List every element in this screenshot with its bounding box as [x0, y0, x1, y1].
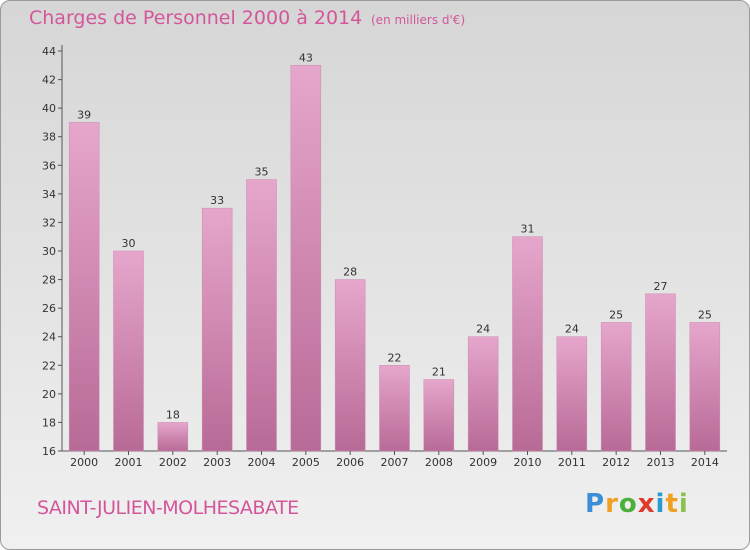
bar-value-label: 25 [609, 308, 623, 321]
y-tick-label: 28 [42, 274, 56, 287]
x-tick-label: 2001 [115, 456, 143, 469]
bar [201, 207, 233, 452]
bar [645, 293, 676, 452]
bar-value-label: 33 [210, 194, 224, 207]
chart-unit: (en milliers d'€) [371, 13, 466, 27]
bar-value-label: 27 [654, 280, 668, 293]
y-tick-label: 26 [42, 302, 56, 315]
bar-value-label: 31 [521, 223, 535, 236]
bar [334, 279, 366, 452]
bar-value-label: 39 [77, 108, 91, 121]
bar [157, 422, 189, 452]
y-tick-label: 24 [42, 331, 56, 344]
bar [512, 236, 543, 452]
x-tick-label: 2007 [381, 456, 409, 469]
x-tick-label: 2004 [248, 456, 276, 469]
y-tick-label: 38 [42, 131, 56, 144]
y-tick-label: 16 [42, 445, 56, 458]
bar-value-label: 28 [343, 266, 357, 279]
y-tick-label: 34 [42, 188, 56, 201]
bar-value-label: 43 [299, 51, 313, 64]
x-tick-label: 2013 [647, 456, 675, 469]
y-tick-label: 36 [42, 159, 56, 172]
bar-value-label: 22 [388, 351, 402, 364]
y-tick-label: 30 [42, 245, 56, 258]
y-tick-label: 32 [42, 216, 56, 229]
bar [467, 336, 499, 452]
bar-value-label: 24 [565, 323, 579, 336]
bar-value-label: 18 [166, 408, 180, 421]
bar-value-label: 35 [255, 166, 269, 179]
bar [556, 336, 588, 452]
bar [246, 179, 277, 452]
x-tick-label: 2014 [691, 456, 719, 469]
x-tick-label: 2000 [70, 456, 98, 469]
y-tick-label: 40 [42, 102, 56, 115]
bar-value-label: 30 [122, 237, 136, 250]
bar-value-label: 25 [698, 308, 712, 321]
x-tick-label: 2009 [469, 456, 497, 469]
chart-title: Charges de Personnel 2000 à 2014 [29, 7, 363, 29]
y-tick-label: 22 [42, 359, 56, 372]
bar [600, 322, 632, 452]
y-tick-label: 20 [42, 388, 56, 401]
bar [689, 322, 721, 452]
x-tick-label: 2008 [425, 456, 453, 469]
x-tick-label: 2005 [292, 456, 320, 469]
x-tick-label: 2010 [514, 456, 542, 469]
y-tick-label: 44 [42, 45, 56, 58]
bar [379, 365, 410, 452]
x-tick-label: 2011 [558, 456, 586, 469]
x-tick-label: 2012 [602, 456, 630, 469]
y-tick-label: 42 [42, 74, 56, 87]
bar [423, 379, 455, 452]
x-tick-label: 2006 [336, 456, 364, 469]
bar [290, 65, 322, 452]
bar-value-label: 21 [432, 366, 446, 379]
proxiti-logo: Proxiti [585, 489, 689, 519]
bar-value-label: 24 [476, 323, 490, 336]
y-tick-label: 18 [42, 416, 56, 429]
x-tick-label: 2002 [159, 456, 187, 469]
x-tick-label: 2003 [203, 456, 231, 469]
bar [68, 122, 100, 452]
commune-name: SAINT-JULIEN-MOLHESABATE [37, 497, 299, 519]
bar [113, 250, 144, 452]
